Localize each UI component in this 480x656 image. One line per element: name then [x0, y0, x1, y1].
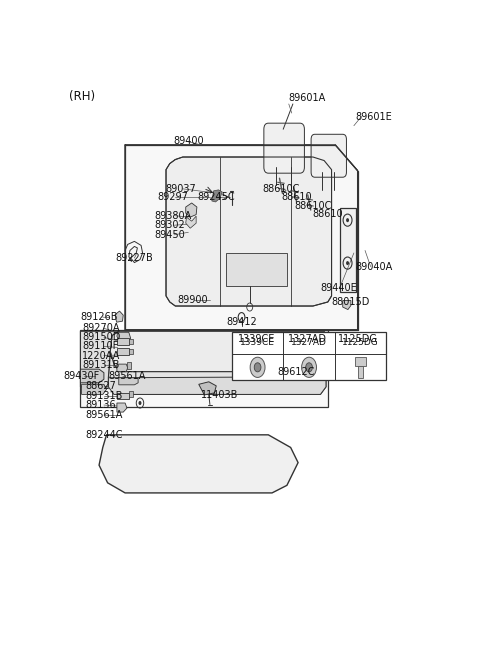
Bar: [117, 338, 129, 346]
Circle shape: [346, 261, 349, 265]
Polygon shape: [117, 333, 131, 342]
Text: 1125DG: 1125DG: [337, 335, 378, 344]
Text: 88610C: 88610C: [263, 184, 300, 194]
Text: 89412: 89412: [227, 317, 257, 327]
Text: 88627: 88627: [85, 381, 116, 391]
Bar: [129, 391, 133, 397]
Circle shape: [139, 401, 142, 405]
Bar: [129, 339, 133, 344]
Text: 89430F: 89430F: [64, 371, 100, 380]
Polygon shape: [108, 377, 326, 394]
Text: 89450: 89450: [155, 230, 186, 240]
Text: 89900: 89900: [177, 295, 208, 306]
Polygon shape: [81, 330, 328, 407]
Polygon shape: [125, 145, 358, 330]
Bar: [117, 348, 129, 355]
Text: 89150D: 89150D: [83, 333, 120, 342]
Text: 89227B: 89227B: [115, 253, 153, 263]
Bar: [127, 361, 132, 369]
Polygon shape: [199, 382, 216, 395]
Polygon shape: [186, 216, 196, 228]
Text: 88610C: 88610C: [294, 201, 332, 211]
Polygon shape: [117, 364, 128, 372]
Text: 89136: 89136: [85, 400, 116, 410]
Text: 89601E: 89601E: [356, 112, 393, 121]
Circle shape: [254, 363, 261, 372]
Polygon shape: [81, 331, 120, 387]
Text: 89440E: 89440E: [321, 283, 357, 293]
Text: 1125DG: 1125DG: [342, 338, 379, 347]
Polygon shape: [81, 369, 104, 383]
Polygon shape: [108, 352, 326, 394]
Text: 89040A: 89040A: [356, 262, 393, 272]
Circle shape: [301, 358, 316, 377]
Text: 89561A: 89561A: [85, 410, 123, 420]
Polygon shape: [82, 384, 107, 394]
Polygon shape: [279, 357, 288, 367]
Bar: [358, 366, 363, 379]
Circle shape: [346, 218, 349, 222]
Polygon shape: [212, 190, 222, 202]
Polygon shape: [166, 157, 332, 306]
Text: 89297: 89297: [157, 192, 188, 202]
Polygon shape: [117, 403, 127, 412]
Text: 89245C: 89245C: [198, 192, 235, 202]
Text: (RH): (RH): [69, 90, 96, 103]
Text: 89244C: 89244C: [85, 430, 123, 440]
Text: 89380A: 89380A: [155, 211, 192, 220]
Bar: [355, 358, 366, 366]
Bar: [129, 349, 133, 354]
Text: 89302: 89302: [155, 220, 186, 230]
Polygon shape: [110, 331, 326, 372]
Text: 89126B: 89126B: [81, 312, 118, 322]
Text: 1327AD: 1327AD: [288, 335, 326, 344]
Text: 89110F: 89110F: [83, 341, 119, 352]
Text: 88015D: 88015D: [332, 297, 370, 307]
Text: 89612C: 89612C: [277, 367, 315, 377]
Text: 89270A: 89270A: [83, 323, 120, 333]
Text: 1339CE: 1339CE: [240, 338, 275, 347]
Polygon shape: [226, 253, 287, 286]
Text: 1327AD: 1327AD: [291, 338, 327, 347]
Polygon shape: [186, 203, 197, 217]
Text: 89037: 89037: [165, 184, 196, 194]
Text: 88610: 88610: [312, 209, 343, 218]
Text: 1220AA: 1220AA: [83, 350, 120, 361]
Text: 89131B: 89131B: [85, 391, 123, 401]
Text: 88610: 88610: [281, 192, 312, 202]
Polygon shape: [99, 435, 298, 493]
Text: 11403B: 11403B: [202, 390, 239, 400]
Text: 89601A: 89601A: [289, 93, 326, 103]
Circle shape: [250, 358, 265, 377]
Text: 89131B: 89131B: [83, 359, 120, 369]
Text: 89561A: 89561A: [108, 371, 146, 380]
Polygon shape: [340, 207, 356, 292]
Polygon shape: [119, 378, 138, 385]
Polygon shape: [343, 300, 351, 310]
FancyBboxPatch shape: [311, 134, 347, 177]
FancyBboxPatch shape: [264, 123, 304, 173]
Bar: [232, 333, 386, 380]
Polygon shape: [117, 393, 129, 399]
Text: 1339CE: 1339CE: [238, 335, 275, 344]
Circle shape: [306, 363, 312, 372]
Text: 89400: 89400: [173, 136, 204, 146]
Polygon shape: [115, 311, 123, 322]
